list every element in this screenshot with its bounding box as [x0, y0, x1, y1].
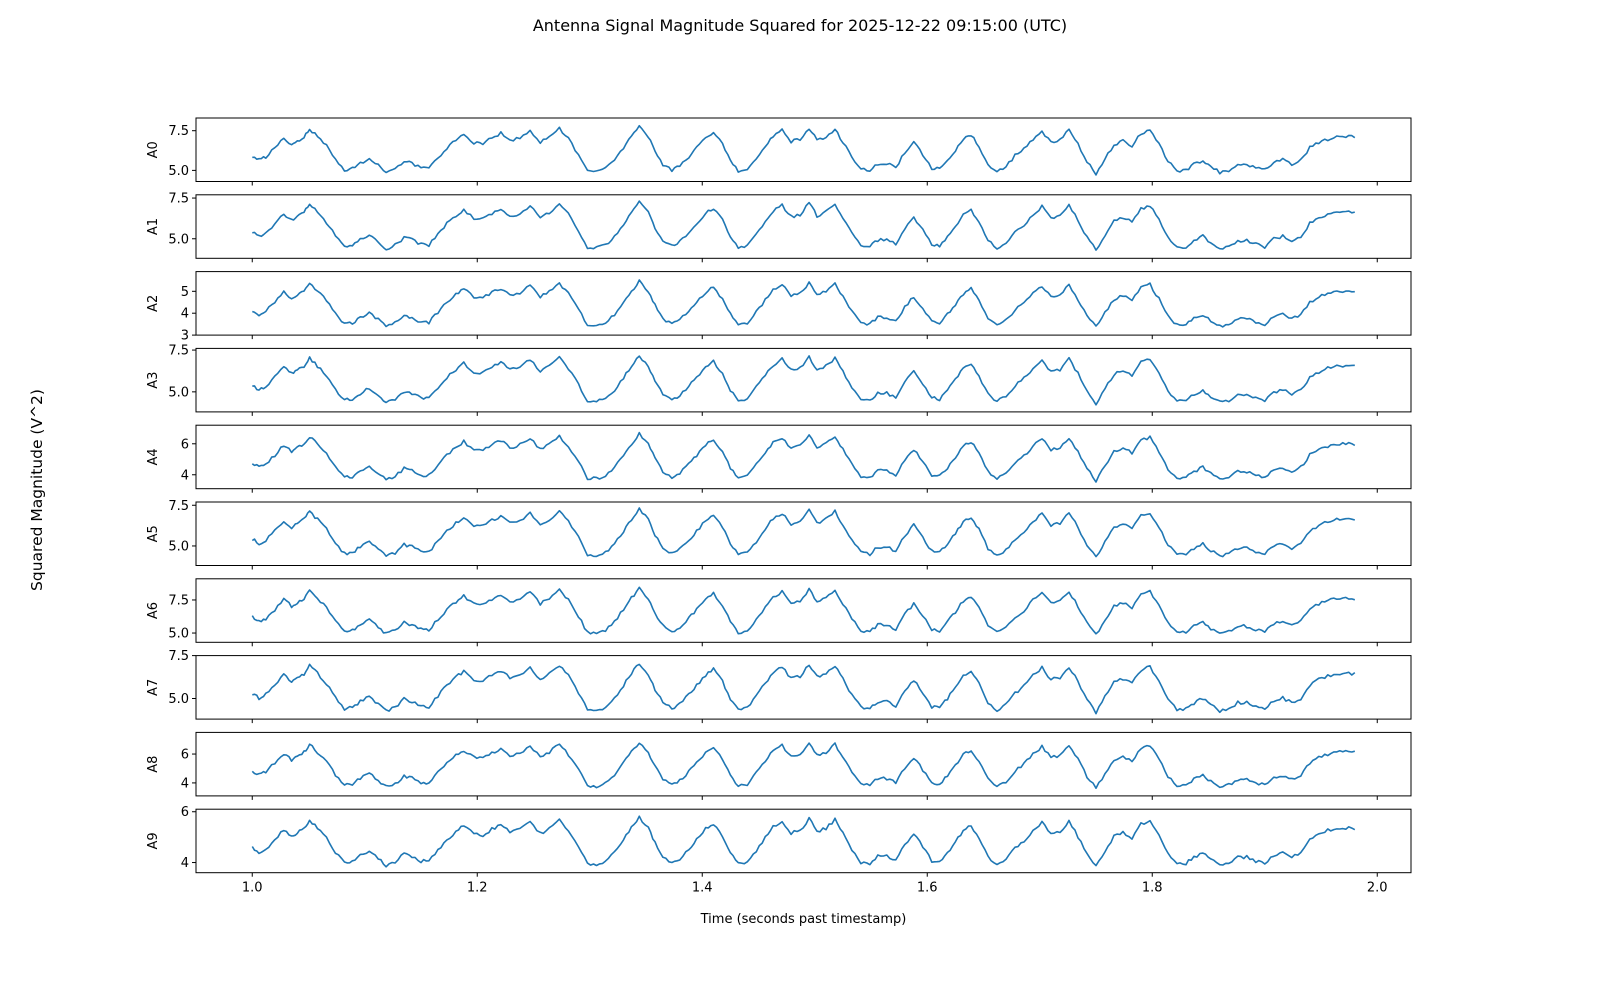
signal-line-a9 — [251, 815, 1356, 868]
subplot-a6: 5.0 7.5 A6 — [146, 578, 1412, 647]
axes-frame — [195, 194, 1412, 259]
panel-label-a0: A0 — [146, 141, 161, 158]
subplot-a7: 5.0 7.5 A7 — [146, 649, 1412, 724]
panel-label-a6: A6 — [146, 602, 161, 619]
panel-label-a2: A2 — [146, 295, 161, 312]
axes-frame — [195, 808, 1412, 874]
y-tick-label: 5.0 — [168, 692, 189, 707]
axes-frame — [195, 655, 1412, 720]
panel-label-a1: A1 — [146, 218, 161, 235]
panel-label-a3: A3 — [146, 372, 161, 389]
y-tick-label: 5.0 — [168, 385, 189, 400]
subplot-a0: 5.0 7.5 A0 — [146, 117, 1412, 186]
signal-line-a3 — [252, 355, 1355, 406]
axes-frame — [195, 501, 1412, 566]
x-tick-label: 1.0 — [242, 881, 263, 896]
panel-label-a7: A7 — [146, 679, 161, 696]
subplot-a1: 5.0 7.5 A1 — [146, 192, 1412, 263]
y-tick-label: 5.0 — [168, 164, 189, 179]
figure-title: Antenna Signal Magnitude Squared for 202… — [532, 16, 1068, 35]
y-tick-label: 4 — [181, 776, 189, 791]
y-tick-label: 7.5 — [168, 649, 189, 664]
y-tick-label: 5.0 — [168, 539, 189, 554]
y-tick-label: 5 — [181, 285, 189, 300]
panel-label-a8: A8 — [146, 756, 161, 773]
x-tick-label: 1.2 — [467, 881, 488, 896]
axes-frame — [195, 731, 1412, 797]
signal-line-a1 — [252, 200, 1355, 251]
signal-line-a0 — [252, 124, 1356, 176]
x-tick-label: 1.6 — [917, 881, 938, 896]
y-tick-label: 7.5 — [168, 344, 189, 359]
y-tick-label: 5.0 — [168, 627, 189, 642]
axes-frame — [195, 117, 1412, 182]
y-tick-label: 3 — [181, 329, 189, 344]
panel-label-a9: A9 — [146, 832, 161, 849]
y-tick-label: 7.5 — [168, 192, 189, 207]
y-tick-label: 7.5 — [168, 593, 189, 608]
y-tick-label: 7.5 — [168, 124, 189, 139]
axes-frame — [195, 424, 1412, 490]
axes-frame — [195, 271, 1412, 336]
y-tick-label: 6 — [181, 437, 189, 452]
y-tick-label: 5.0 — [168, 232, 189, 247]
subplot-a3: 5.0 7.5 A3 — [146, 344, 1412, 416]
y-tick-label: 7.5 — [168, 499, 189, 514]
panel-label-a5: A5 — [146, 525, 161, 542]
y-tick-label: 6 — [181, 748, 189, 763]
y-tick-label: 4 — [181, 856, 189, 871]
signal-line-a5 — [251, 507, 1356, 558]
subplot-a8: 4 6 A8 — [146, 731, 1412, 800]
y-tick-label: 4 — [181, 307, 189, 322]
subplot-a2: 3 4 5 A2 — [146, 271, 1412, 344]
axes-frame — [195, 578, 1412, 643]
signal-line-a4 — [251, 431, 1356, 483]
x-axis-label: Time (seconds past timestamp) — [700, 912, 907, 927]
y-tick-label: 4 — [181, 468, 189, 483]
subplot-a9: 4 6 A9 1.0 1.2 1.4 1.6 1.8 2.0 — [146, 805, 1412, 896]
signal-line-a8 — [251, 742, 1356, 789]
y-tick-label: 6 — [181, 805, 189, 820]
x-tick-label: 1.8 — [1142, 881, 1163, 896]
panel-label-a4: A4 — [146, 448, 161, 465]
signal-line-a7 — [252, 663, 1356, 715]
x-tick-label: 1.4 — [692, 881, 713, 896]
signal-line-a2 — [252, 279, 1355, 328]
signal-line-a6 — [251, 586, 1356, 635]
subplot-a5: 5.0 7.5 A5 — [146, 499, 1412, 570]
axes-frame — [195, 347, 1412, 413]
subplot-a4: 4 6 A4 — [146, 424, 1412, 493]
x-tick-label: 2.0 — [1367, 881, 1388, 896]
